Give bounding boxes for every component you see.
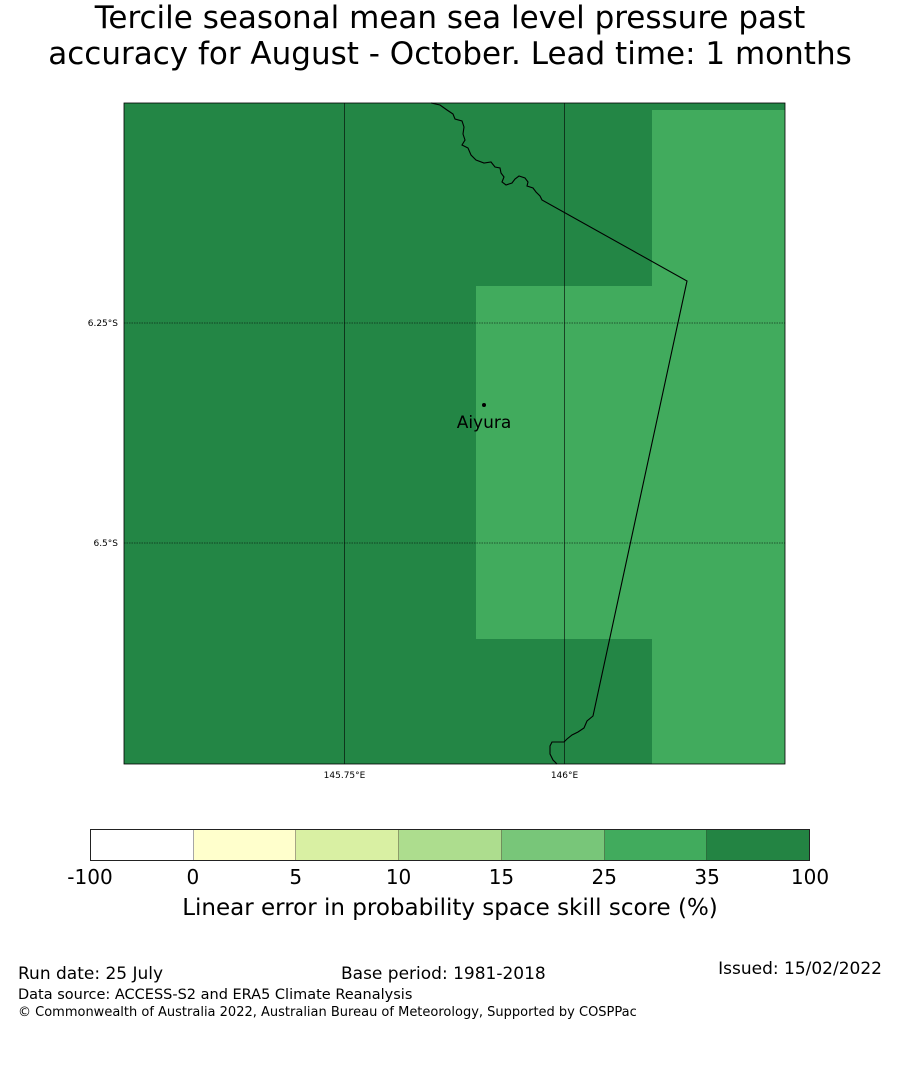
chart-title: Tercile seasonal mean sea level pressure… bbox=[0, 0, 900, 72]
place-marker bbox=[482, 403, 486, 407]
map-panel: 6.25°S 6.5°S 145.75°E 146°E Aiyura bbox=[88, 102, 786, 781]
lon-label-146: 146°E bbox=[551, 771, 579, 781]
title-line-1: Tercile seasonal mean sea level pressure… bbox=[94, 0, 806, 36]
colorbar bbox=[90, 829, 810, 861]
map-frame bbox=[123, 102, 786, 765]
skill-regions bbox=[124, 103, 785, 764]
colorbar-tick-label: 5 bbox=[289, 865, 303, 889]
colorbar-tick-label: 10 bbox=[385, 865, 412, 889]
lon-label-145-75: 145.75°E bbox=[324, 771, 366, 781]
base-period: Base period: 1981-2018 bbox=[341, 964, 546, 984]
colorbar-tick-label: 100 bbox=[790, 865, 830, 889]
colorbar-segment bbox=[707, 830, 810, 860]
lat-label-6-5: 6.5°S bbox=[93, 539, 118, 549]
colorbar-segment bbox=[501, 830, 605, 860]
lat-label-6-25: 6.25°S bbox=[88, 319, 119, 329]
colorbar-segment bbox=[399, 830, 502, 860]
colorbar-segment bbox=[296, 830, 400, 860]
colorbar-tick-label: 35 bbox=[694, 865, 720, 889]
colorbar-tick-label: 15 bbox=[488, 865, 515, 889]
colorbar-segment bbox=[604, 830, 708, 860]
run-date: Run date: 25 July bbox=[18, 964, 164, 984]
colorbar-tick-label: 25 bbox=[591, 865, 618, 889]
colorbar-segment bbox=[91, 830, 194, 860]
place-label: Aiyura bbox=[457, 413, 512, 433]
colorbar-label: Linear error in probability space skill … bbox=[182, 895, 718, 921]
copyright: © Commonwealth of Australia 2022, Austra… bbox=[18, 1005, 637, 1020]
province-boundary bbox=[430, 102, 688, 765]
data-source: Data source: ACCESS-S2 and ERA5 Climate … bbox=[18, 987, 413, 1003]
colorbar-tick-label: 0 bbox=[186, 865, 200, 889]
title-line-2: accuracy for August - October. Lead time… bbox=[48, 36, 852, 72]
issued-date: Issued: 15/02/2022 bbox=[718, 959, 882, 979]
colorbar-segment bbox=[193, 830, 297, 860]
colorbar-tick-label: -100 bbox=[67, 865, 113, 889]
region-skill-25-35 bbox=[476, 110, 785, 764]
